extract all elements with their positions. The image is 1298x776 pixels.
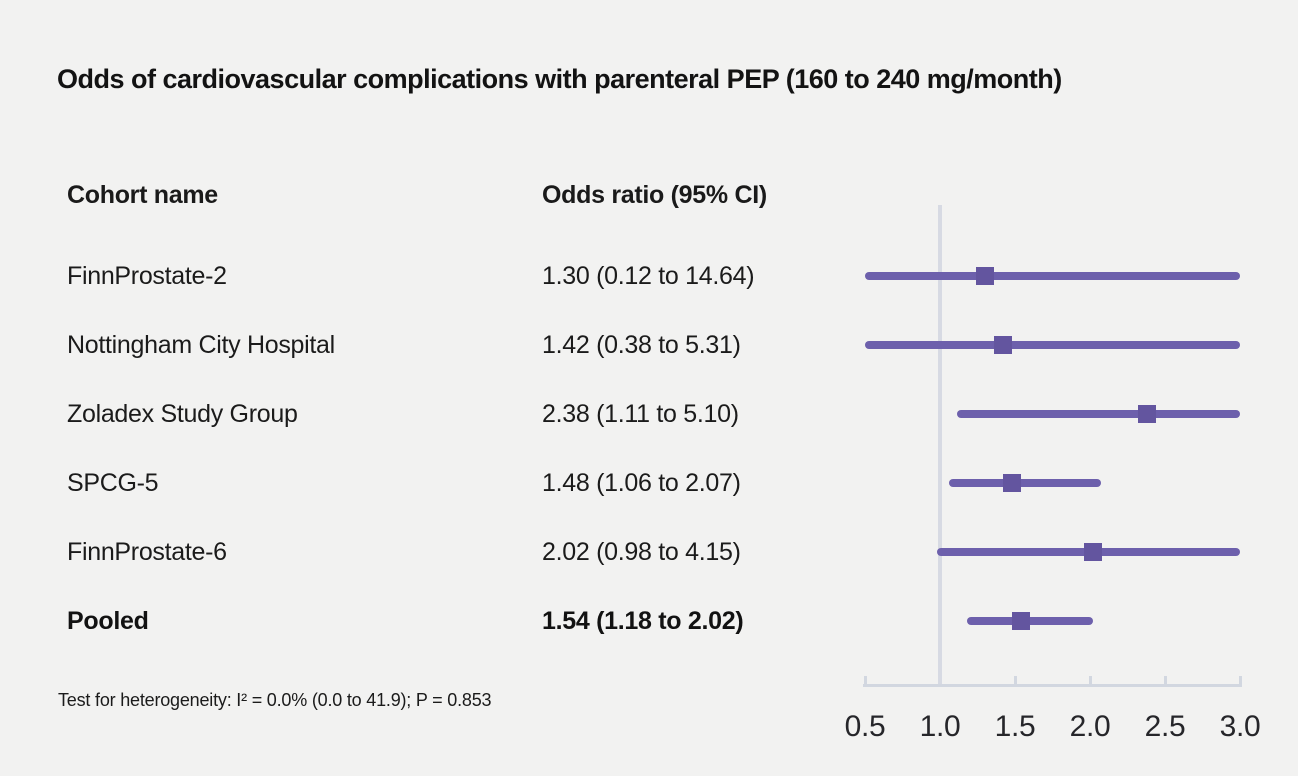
confidence-interval-line xyxy=(865,341,1240,349)
confidence-interval-line xyxy=(865,272,1240,280)
reference-line-1 xyxy=(938,205,942,687)
odds-ratio-value: 1.30 (0.12 to 14.64) xyxy=(542,262,755,290)
odds-ratio-marker xyxy=(994,336,1012,354)
odds-ratio-value: 2.02 (0.98 to 4.15) xyxy=(542,538,741,566)
odds-ratio-marker xyxy=(976,267,994,285)
confidence-interval-line xyxy=(956,410,1240,418)
x-axis-tick-label: 2.5 xyxy=(1144,710,1186,743)
x-axis-tick-label: 1.5 xyxy=(994,710,1036,743)
x-axis-tick xyxy=(1013,676,1017,684)
figure-title: Odds of cardiovascular complications wit… xyxy=(57,64,1062,94)
confidence-interval-line xyxy=(949,479,1101,487)
confidence-interval-line xyxy=(967,617,1093,625)
cohort-name: FinnProstate-2 xyxy=(67,262,227,290)
x-axis-line xyxy=(863,684,1242,687)
cohort-name: SPCG-5 xyxy=(67,469,159,497)
odds-ratio-value: 1.54 (1.18 to 2.02) xyxy=(542,607,744,635)
x-axis-tick xyxy=(1088,676,1092,684)
x-axis-tick xyxy=(863,676,867,684)
odds-ratio-marker xyxy=(1003,474,1021,492)
odds-ratio-value: 1.42 (0.38 to 5.31) xyxy=(542,331,741,359)
odds-ratio-value: 1.48 (1.06 to 2.07) xyxy=(542,469,741,497)
x-axis-tick-label: 3.0 xyxy=(1219,710,1261,743)
cohort-name: Zoladex Study Group xyxy=(67,400,298,428)
cohort-name: FinnProstate-6 xyxy=(67,538,227,566)
x-axis-tick-label: 0.5 xyxy=(844,710,886,743)
odds-ratio-marker xyxy=(1084,543,1102,561)
cohort-column-header: Cohort name xyxy=(67,181,218,209)
odds-ratio-column-header: Odds ratio (95% CI) xyxy=(542,181,767,209)
x-axis-tick xyxy=(1238,676,1242,684)
odds-ratio-marker xyxy=(1012,612,1030,630)
x-axis-tick-label: 2.0 xyxy=(1069,710,1111,743)
heterogeneity-footnote: Test for heterogeneity: I² = 0.0% (0.0 t… xyxy=(58,690,492,710)
x-axis-tick-label: 1.0 xyxy=(919,710,961,743)
cohort-name: Nottingham City Hospital xyxy=(67,331,335,359)
odds-ratio-marker xyxy=(1138,405,1156,423)
x-axis-tick xyxy=(1163,676,1167,684)
odds-ratio-value: 2.38 (1.11 to 5.10) xyxy=(542,400,739,428)
cohort-name: Pooled xyxy=(67,607,149,635)
